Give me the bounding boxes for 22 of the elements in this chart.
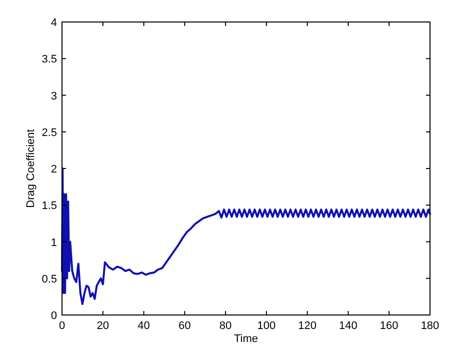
y-tick-label: 1: [50, 236, 57, 249]
x-tick-label: 180: [420, 320, 440, 332]
x-axis-title: Time: [234, 333, 258, 345]
x-tick-label: 60: [178, 320, 191, 332]
y-tick-label: 2.5: [42, 126, 57, 139]
x-tick-label: 0: [58, 320, 66, 332]
y-tick-label: 2: [50, 164, 57, 176]
y-tick-label: 1.5: [42, 200, 57, 212]
x-tick-label: 80: [219, 320, 232, 332]
y-tick-label: 0.5: [42, 273, 57, 286]
x-tick-label: 100: [257, 320, 276, 332]
x-tick-label: 120: [298, 320, 317, 332]
y-axis-title: Drag Coefficient: [25, 129, 37, 208]
x-tick-label: 140: [339, 320, 358, 332]
y-tick-label: 3: [50, 90, 57, 102]
x-tick-label: 40: [138, 320, 150, 332]
line-series: [61, 168, 431, 306]
y-tick-label: 4: [50, 17, 57, 29]
y-tick-label: 0: [50, 310, 57, 322]
x-tick-label: 20: [96, 320, 110, 332]
x-tick-label: 160: [380, 320, 398, 332]
y-tick-label: 3.5: [42, 54, 57, 66]
